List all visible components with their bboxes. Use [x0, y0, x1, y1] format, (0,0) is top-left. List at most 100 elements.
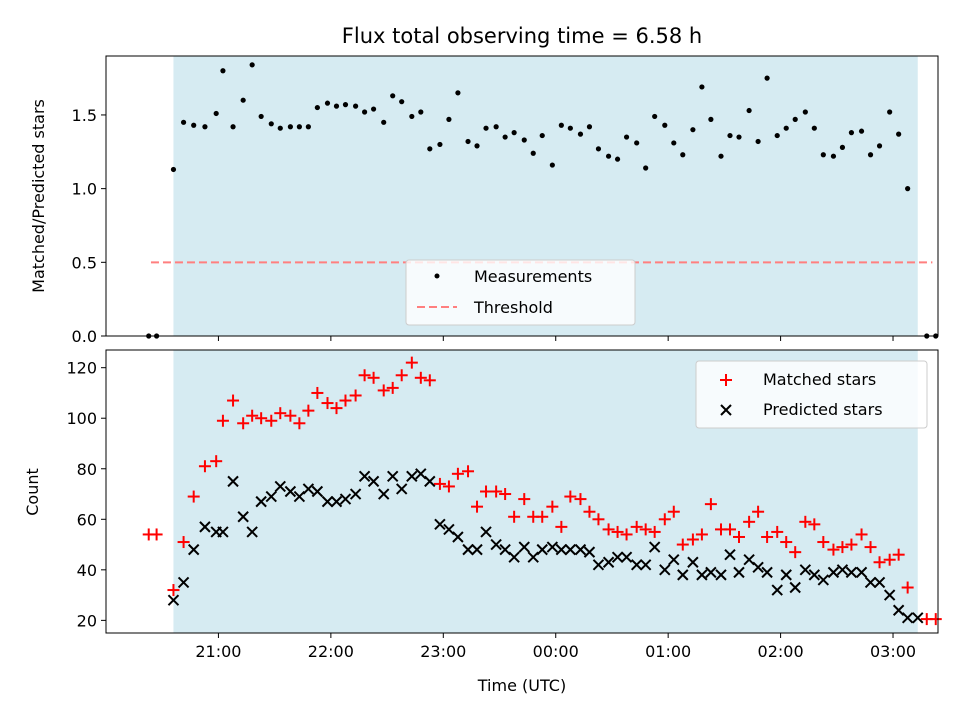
predicted-star-point [199, 521, 211, 533]
matched-star-point [414, 371, 427, 384]
predicted-star-point [855, 566, 868, 579]
measurement-point [820, 152, 826, 158]
bottom-y-ticks: 20 40 60 80 100 120 [66, 359, 106, 630]
measurement-point [577, 131, 584, 137]
measurement-point [848, 130, 855, 136]
y-tick-label: 40 [77, 561, 97, 580]
top-legend-box [405, 259, 636, 326]
measurement-point [465, 138, 471, 145]
measurement-point [567, 125, 573, 131]
measurement-point [418, 109, 424, 115]
y-tick-label: 0.5 [72, 253, 97, 272]
predicted-star-point [508, 551, 520, 563]
matched-star-point [799, 515, 812, 528]
predicted-star-point [546, 541, 559, 553]
measurement-point [191, 122, 197, 128]
predicted-star-point [462, 543, 474, 556]
predicted-star-point [349, 488, 362, 500]
matched-star-point [210, 455, 223, 468]
matched-star-point [293, 417, 306, 430]
predicted-star-point [167, 594, 180, 606]
predicted-star-point [293, 490, 306, 503]
legend-label-matched: Matched stars [763, 370, 876, 389]
measurement-point [830, 153, 837, 159]
matched-star-point [695, 528, 708, 541]
predicted-star-point [527, 551, 539, 563]
matched-star-point [676, 538, 689, 551]
measurement-point [213, 110, 219, 117]
predicted-star-point [187, 543, 200, 556]
predicted-stars-points [167, 468, 924, 624]
predicted-star-point [330, 495, 343, 508]
matched-star-point [321, 397, 334, 410]
measurement-point [305, 124, 311, 130]
matched-star-point [490, 485, 503, 498]
measurement-point [287, 124, 293, 130]
matched-star-point [864, 541, 877, 554]
predicted-star-point [367, 475, 380, 488]
predicted-star-point [696, 569, 708, 581]
measurement-point [202, 124, 208, 130]
measurement-point [774, 132, 780, 139]
legend-marker-matched [720, 374, 732, 386]
measurement-point [333, 103, 340, 109]
predicted-star-point [892, 604, 905, 616]
matched-star-point [330, 402, 343, 415]
matched-star-point [780, 536, 793, 549]
measurement-point [708, 116, 714, 122]
predicted-star-point [668, 554, 680, 566]
legend-marker-measurements [434, 273, 440, 279]
predicted-star-point [265, 490, 277, 503]
predicted-star-point [415, 468, 427, 480]
y-tick-label: 1.0 [72, 180, 97, 199]
measurement-point [530, 150, 536, 156]
matched-star-point [592, 513, 605, 526]
matched-star-point [377, 384, 390, 397]
predicted-star-point [611, 551, 624, 563]
x-tick-label: 21:00 [195, 642, 241, 661]
predicted-star-point [564, 543, 577, 556]
matched-star-point [817, 536, 830, 549]
legend-label-predicted: Predicted stars [763, 400, 883, 419]
matched-star-point [855, 528, 868, 541]
predicted-star-point [237, 511, 249, 523]
y-tick-label: 20 [77, 611, 97, 630]
predicted-star-point [321, 495, 334, 508]
predicted-star-point [434, 518, 446, 531]
matched-star-point [471, 500, 484, 513]
matched-star-point [536, 510, 549, 523]
measurement-point [811, 125, 817, 131]
matched-star-point [564, 490, 577, 503]
measurement-point [867, 152, 874, 158]
top-y-ticks: 0.0 0.5 1.0 1.5 [72, 106, 106, 346]
matched-star-point [150, 528, 163, 541]
predicted-star-point [620, 551, 633, 563]
measurement-point [268, 121, 274, 127]
matched-star-point [499, 488, 512, 501]
predicted-star-point [536, 543, 548, 556]
measurement-point [558, 122, 564, 128]
predicted-star-point [648, 541, 661, 553]
measurement-point [446, 116, 452, 122]
predicted-star-point [901, 612, 914, 624]
y-tick-label: 0.0 [72, 327, 97, 346]
predicted-star-point [386, 470, 399, 483]
predicted-star-point [677, 569, 689, 581]
predicted-star-point [817, 574, 830, 586]
matched-star-point [284, 409, 297, 422]
matched-star-point [423, 374, 436, 387]
predicted-star-point [789, 581, 801, 594]
bottom-axes-frame [105, 349, 939, 634]
measurement-point [905, 186, 911, 192]
top-axes-frame [105, 55, 939, 337]
matched-star-point [845, 538, 858, 551]
matched-star-point [630, 520, 643, 533]
measurement-point [427, 146, 433, 152]
y-tick-label: 60 [77, 510, 97, 529]
matched-star-point [227, 394, 240, 407]
matched-star-point [274, 407, 287, 420]
measurement-point [170, 166, 177, 173]
y-tick-label: 100 [66, 409, 97, 428]
measurement-point [690, 127, 696, 133]
matched-star-point [198, 460, 211, 473]
